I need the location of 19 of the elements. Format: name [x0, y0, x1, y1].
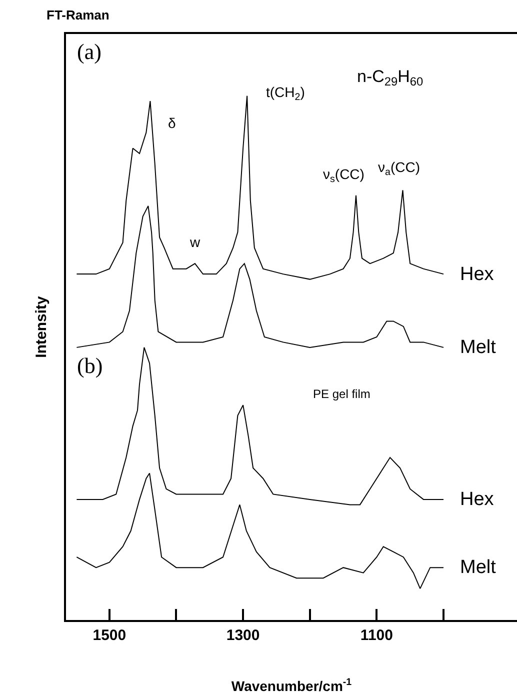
series-label: Hex	[460, 489, 494, 510]
annotation: w	[189, 234, 201, 250]
x-tick-label: 1300	[226, 627, 260, 644]
annotation: δ	[168, 115, 176, 131]
annotation: ν$_{s}$(CC)	[323, 166, 364, 185]
annotation: t(CH$_{2}$)	[266, 84, 305, 103]
series-label: Hex	[460, 264, 494, 285]
series-label: Melt	[460, 557, 497, 578]
x-tick-label: 1100	[360, 627, 393, 644]
annotation: PE gel film	[313, 387, 370, 401]
series-label: Melt	[460, 337, 497, 358]
annotation: ν$_{a}$(CC)	[378, 159, 420, 178]
x-tick-label: 1500	[92, 627, 126, 644]
x-axis-title: Wavenumber/cm$^{-1}$	[231, 676, 352, 694]
chart-title: FT-Raman	[46, 8, 110, 23]
y-axis-title: Intensity	[32, 296, 50, 358]
text: (a)	[77, 39, 102, 64]
text: n-C$_{29}$H$_{60}$	[357, 67, 424, 89]
annotation: (b)	[77, 353, 103, 378]
